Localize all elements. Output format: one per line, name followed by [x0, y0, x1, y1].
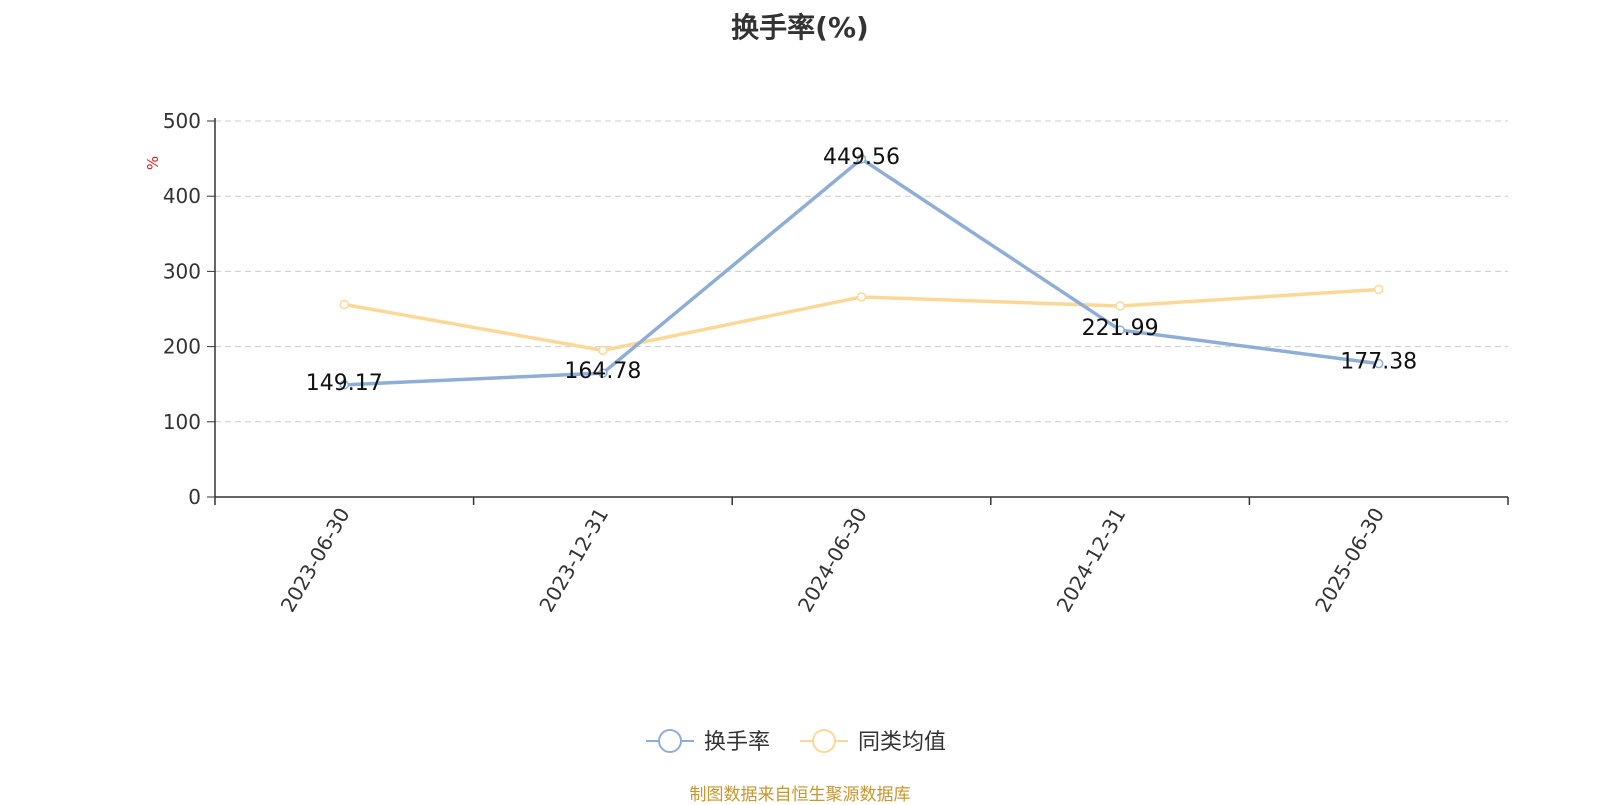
series-point-0: [339, 380, 350, 390]
x-tick-label: 2024-12-31: [1052, 504, 1131, 617]
y-tick-label: 400: [163, 184, 201, 208]
series-point-1: [339, 299, 350, 310]
x-tick-label: 2024-06-30: [793, 504, 872, 617]
y-tick-label: 500: [163, 109, 201, 133]
series-point-1: [856, 292, 867, 302]
y-tick-label: 200: [163, 335, 201, 359]
y-tick-label: 100: [163, 410, 201, 434]
y-tick-label: 0: [188, 485, 201, 509]
x-tick-label: 2023-06-30: [276, 504, 355, 617]
legend-label-1: 同类均值: [858, 730, 946, 755]
data-label: 221.99: [1082, 316, 1159, 341]
series-point-1: [1373, 284, 1384, 295]
series-point-0: [598, 368, 608, 378]
data-label: 449.56: [823, 145, 900, 170]
data-label: 149.17: [306, 371, 383, 396]
y-axis-label: %: [144, 156, 162, 170]
series-point-0: [1115, 325, 1125, 335]
series-point-1: [598, 345, 608, 356]
series-point-1: [1115, 301, 1125, 311]
legend-marker-1: [812, 729, 836, 753]
legend-label-0: 换手率: [704, 730, 770, 755]
series-point-0: [1373, 358, 1384, 369]
legend-marker-0: [658, 729, 682, 753]
series-point-0: [856, 154, 867, 164]
data-source-note: 制图数据来自恒生聚源数据库: [689, 785, 911, 805]
data-label: 164.78: [564, 359, 641, 384]
data-label: 177.38: [1340, 350, 1417, 375]
chart-title: 换手率(%): [731, 11, 869, 44]
x-tick-label: 2023-12-31: [534, 504, 613, 617]
x-tick-label: 2025-06-30: [1310, 504, 1389, 617]
y-tick-label: 300: [163, 259, 201, 283]
